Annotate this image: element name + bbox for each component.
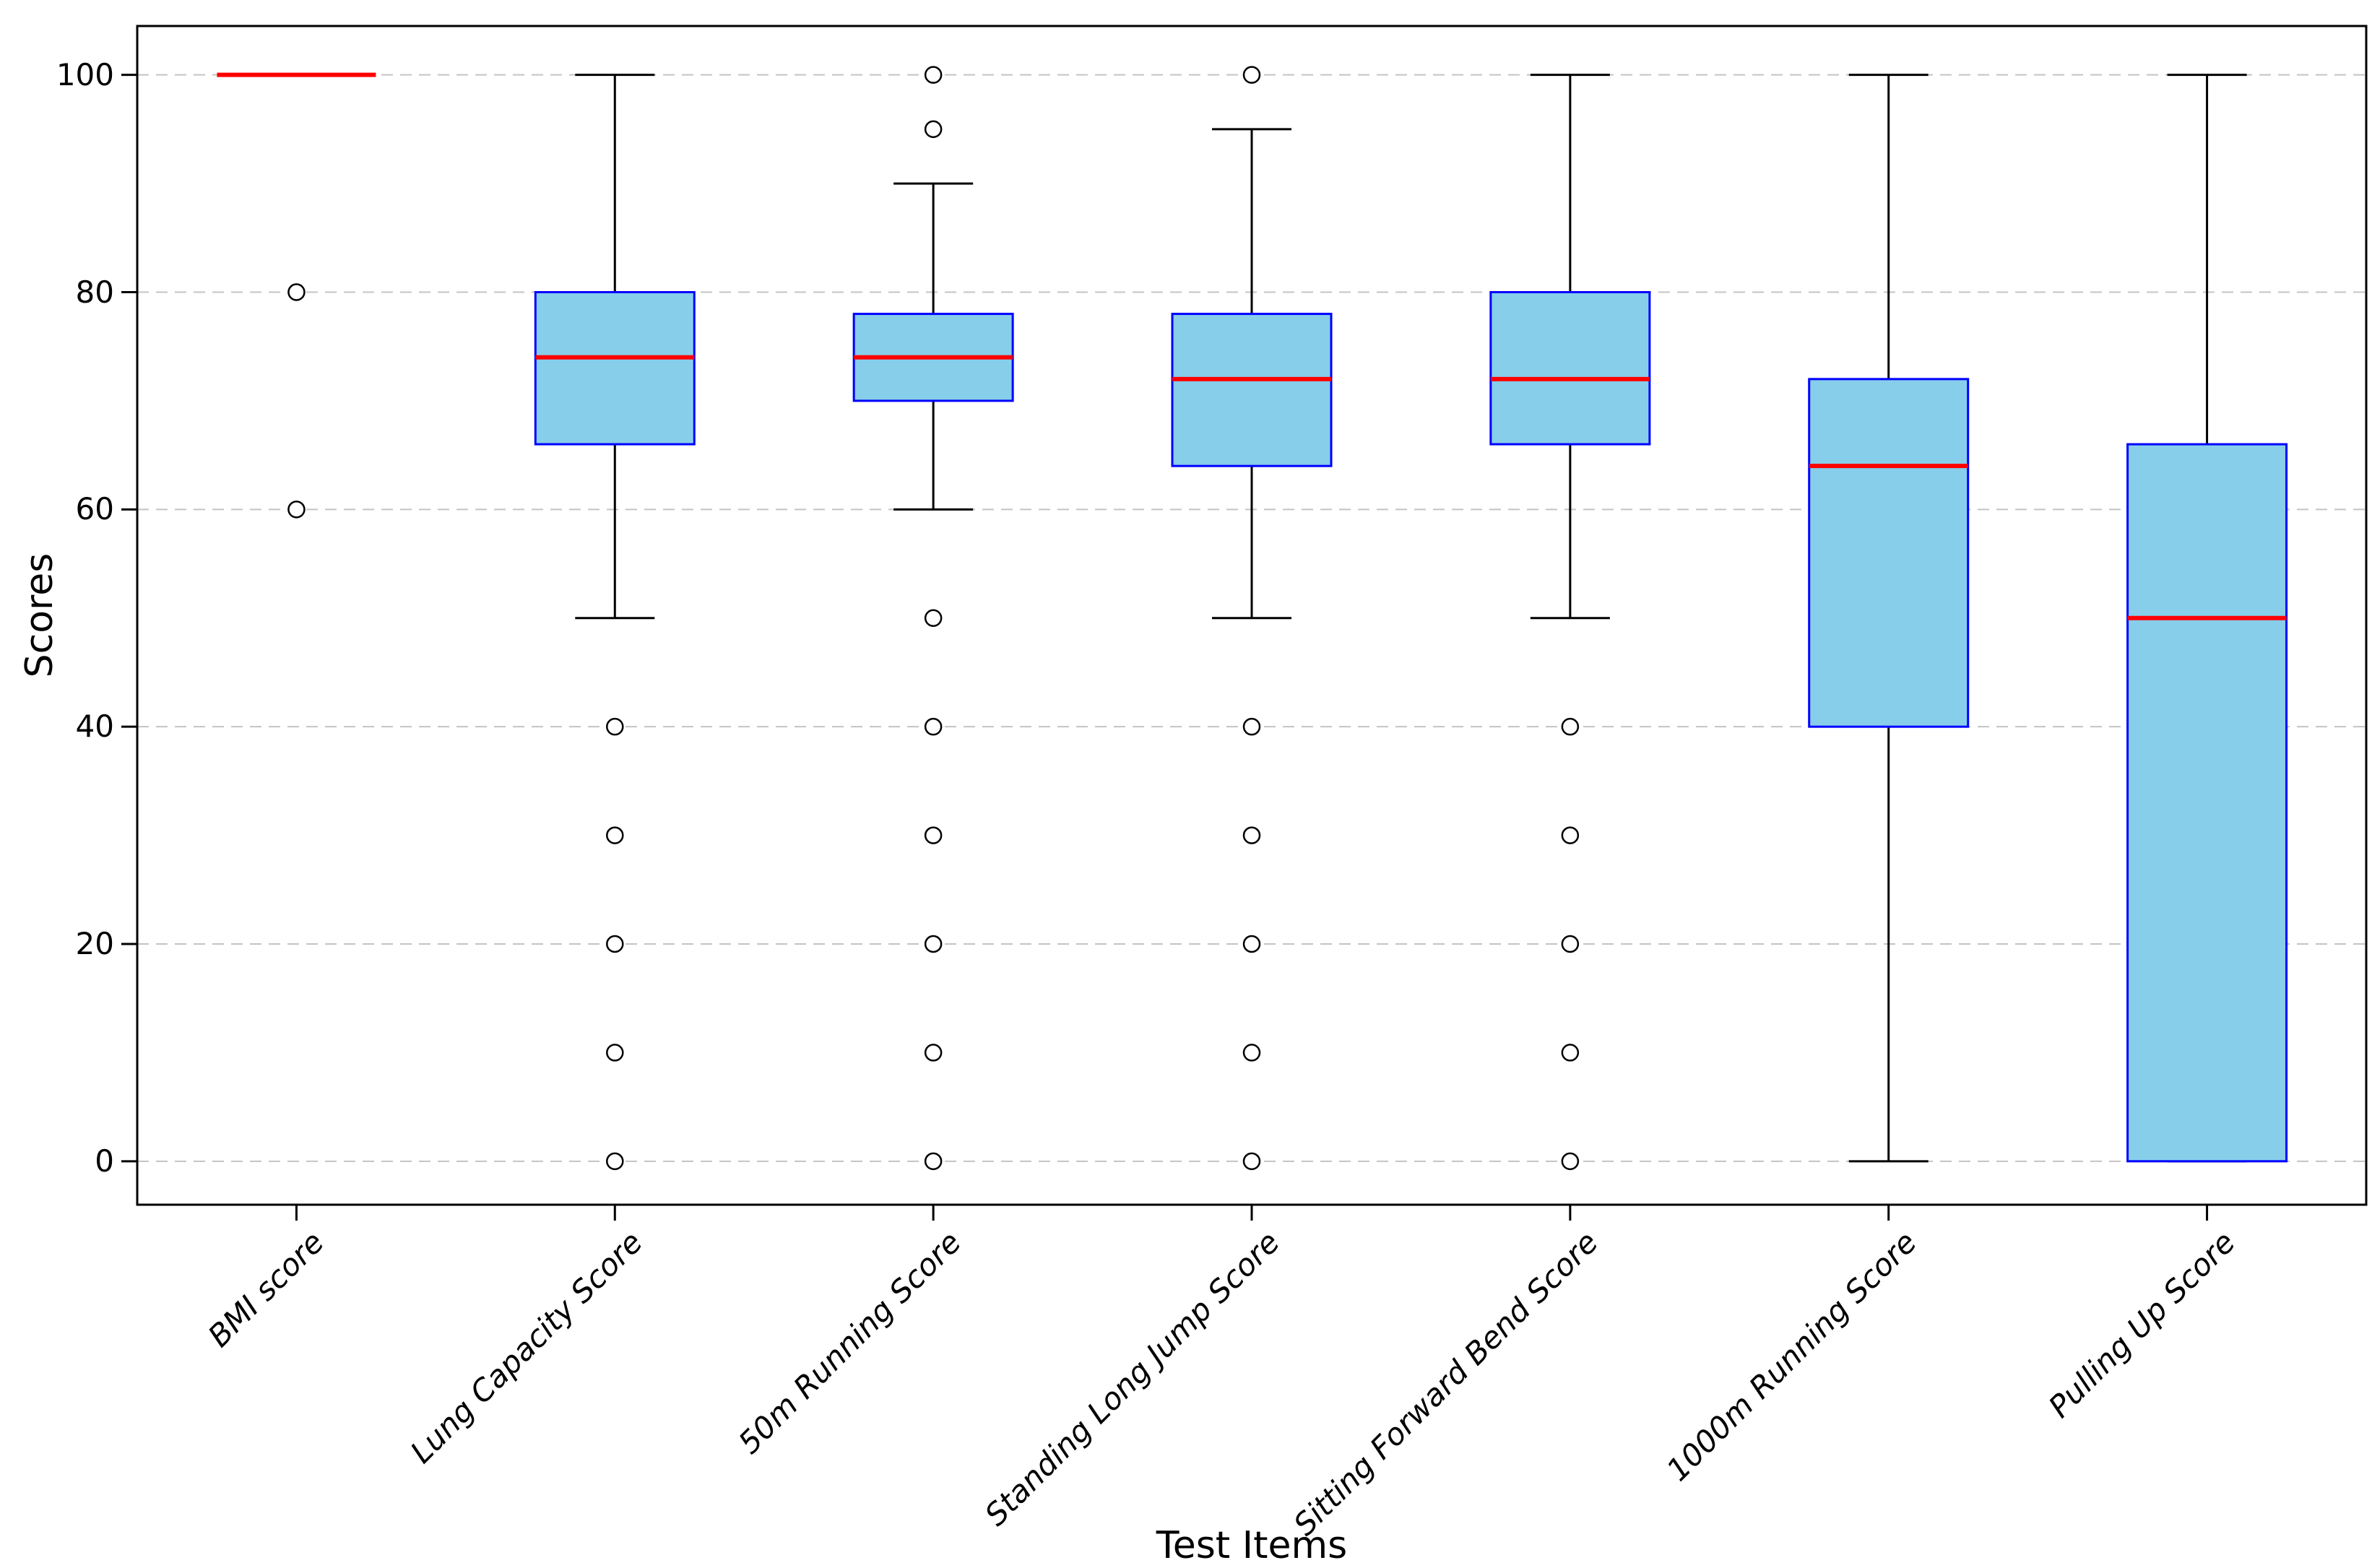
outlier-marker: [606, 1152, 624, 1171]
y-tick-label: 40: [75, 709, 114, 745]
y-tick-label: 20: [75, 926, 114, 961]
outlier-marker: [1561, 1152, 1580, 1171]
box: [1489, 291, 1651, 446]
outlier-marker: [924, 66, 943, 84]
outlier-marker: [1242, 66, 1261, 84]
outlier-marker: [1242, 826, 1261, 844]
outlier-marker: [924, 1152, 943, 1171]
box: [1808, 378, 1970, 728]
outlier-marker: [606, 826, 624, 844]
outlier-marker: [1561, 826, 1580, 844]
outlier-marker: [924, 826, 943, 844]
box: [1171, 313, 1333, 467]
outlier-marker: [1242, 1044, 1261, 1062]
y-tick-label: 80: [75, 274, 114, 310]
outlier-marker: [1561, 1044, 1580, 1062]
box: [534, 291, 696, 446]
outlier-marker: [924, 1044, 943, 1062]
y-axis-title: Scores: [18, 553, 61, 678]
outlier-marker: [924, 717, 943, 736]
outlier-marker: [1561, 935, 1580, 953]
x-axis-title: Test Items: [1156, 1524, 1348, 1567]
outlier-marker: [924, 120, 943, 139]
outlier-marker: [606, 935, 624, 953]
box: [2126, 443, 2288, 1163]
outlier-marker: [924, 609, 943, 628]
outlier-marker: [287, 501, 306, 519]
outlier-marker: [924, 935, 943, 953]
y-tick-label: 0: [95, 1143, 114, 1179]
outlier-marker: [1242, 1152, 1261, 1171]
outlier-marker: [1242, 717, 1261, 736]
outlier-marker: [1561, 717, 1580, 736]
outlier-marker: [1242, 935, 1261, 953]
outlier-marker: [606, 1044, 624, 1062]
outlier-marker: [606, 717, 624, 736]
outlier-marker: [287, 283, 306, 301]
y-tick-label: 60: [75, 491, 114, 527]
y-tick-label: 100: [56, 56, 114, 92]
